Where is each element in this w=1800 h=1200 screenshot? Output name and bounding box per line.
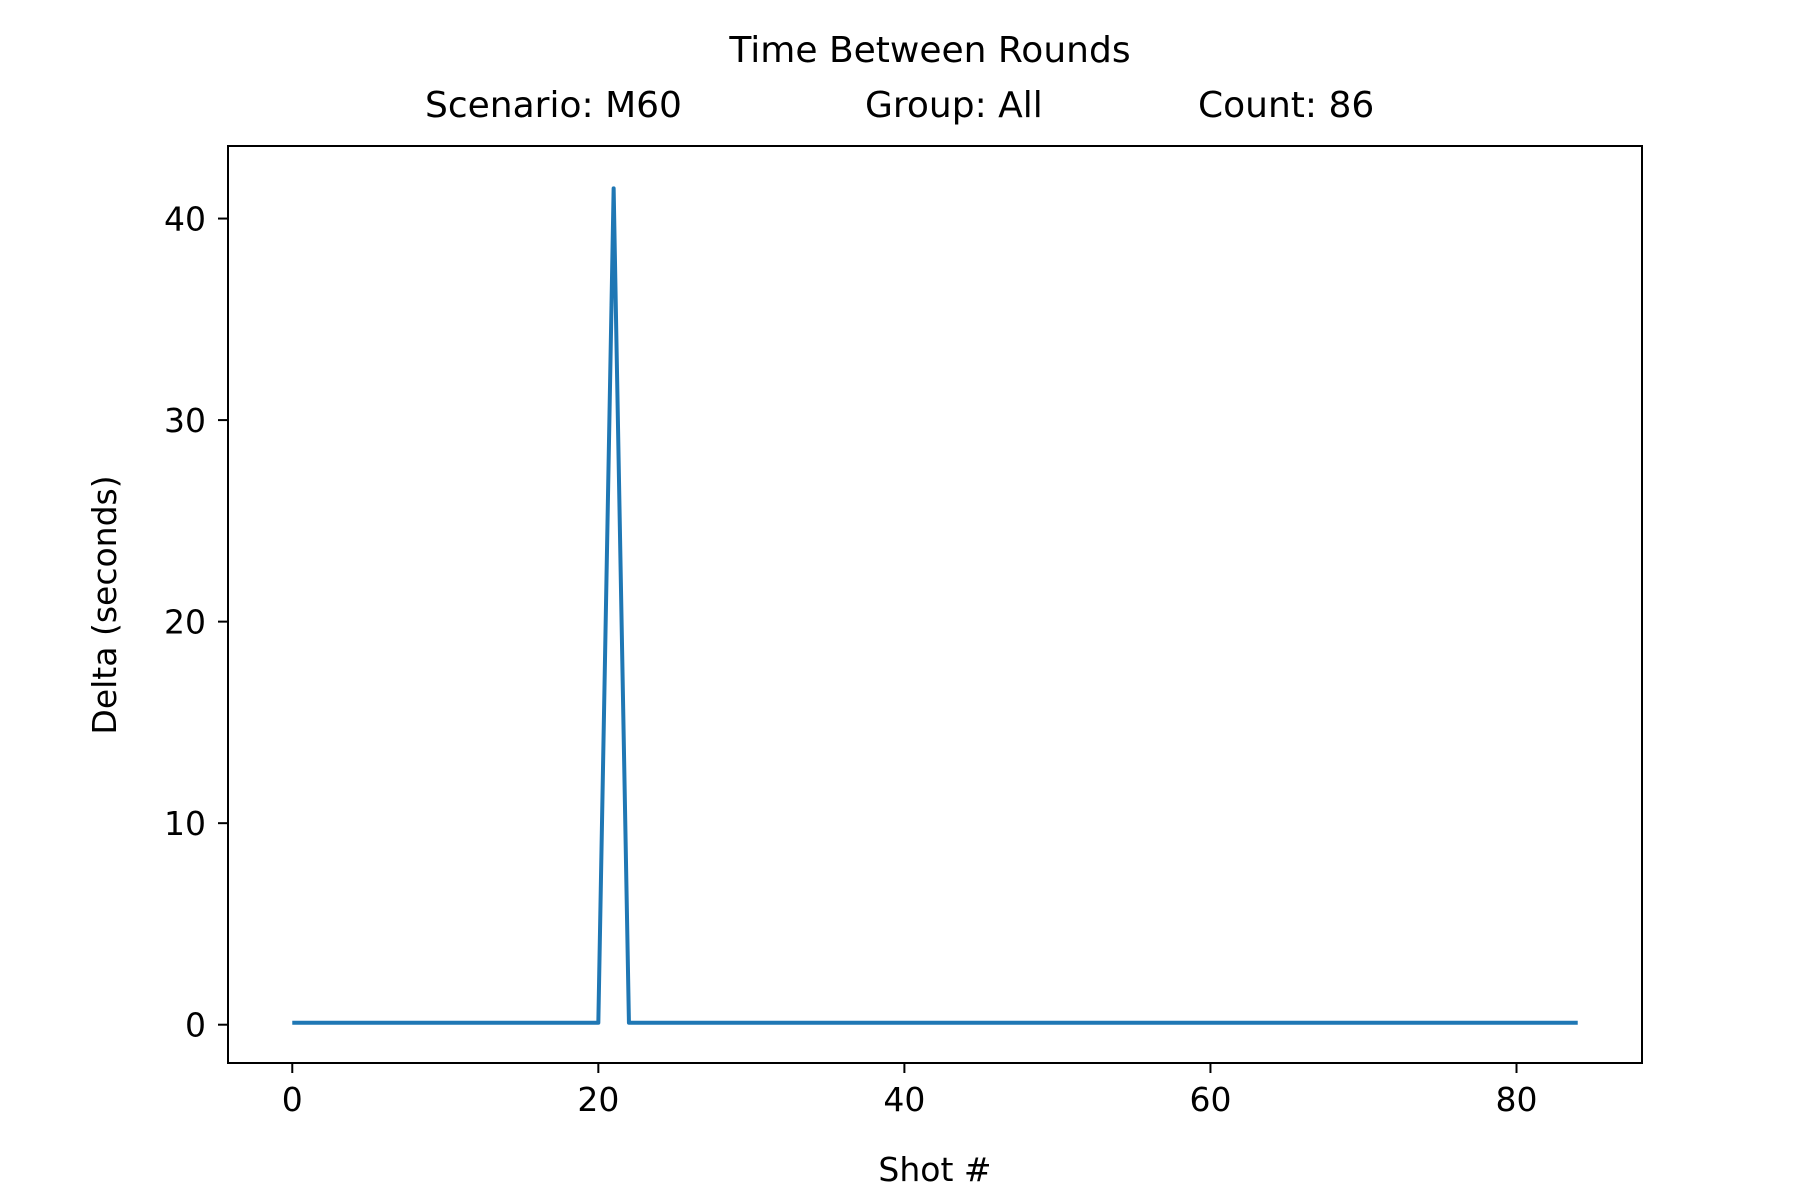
x-tick-label: 20 (577, 1080, 619, 1119)
chart-subtitle-scenario: Scenario: M60 (425, 85, 682, 126)
y-axis-label: Delta (seconds) (85, 475, 124, 734)
y-axis-ticks: 0 10 20 30 40 (164, 200, 228, 1045)
x-tick-label: 0 (282, 1080, 303, 1119)
y-tick-label: 0 (185, 1006, 206, 1045)
y-tick-label: 30 (164, 401, 206, 440)
x-axis-label: Shot # (878, 1150, 991, 1189)
chart-subtitle-count: Count: 86 (1198, 85, 1374, 126)
chart-title: Time Between Rounds (728, 30, 1130, 71)
x-tick-label: 80 (1496, 1080, 1538, 1119)
plot-frame (227, 145, 1643, 1064)
x-tick-label: 60 (1189, 1080, 1231, 1119)
x-axis-ticks: 0 20 40 60 80 (282, 1063, 1538, 1119)
series-line-0 (292, 186, 1578, 1025)
plot-area (292, 186, 1578, 1025)
y-tick-label: 20 (164, 603, 206, 642)
y-tick-label: 10 (164, 804, 206, 843)
y-tick-label: 40 (164, 200, 206, 239)
chart-subtitle-group: Group: All (865, 85, 1043, 126)
x-tick-label: 40 (883, 1080, 925, 1119)
